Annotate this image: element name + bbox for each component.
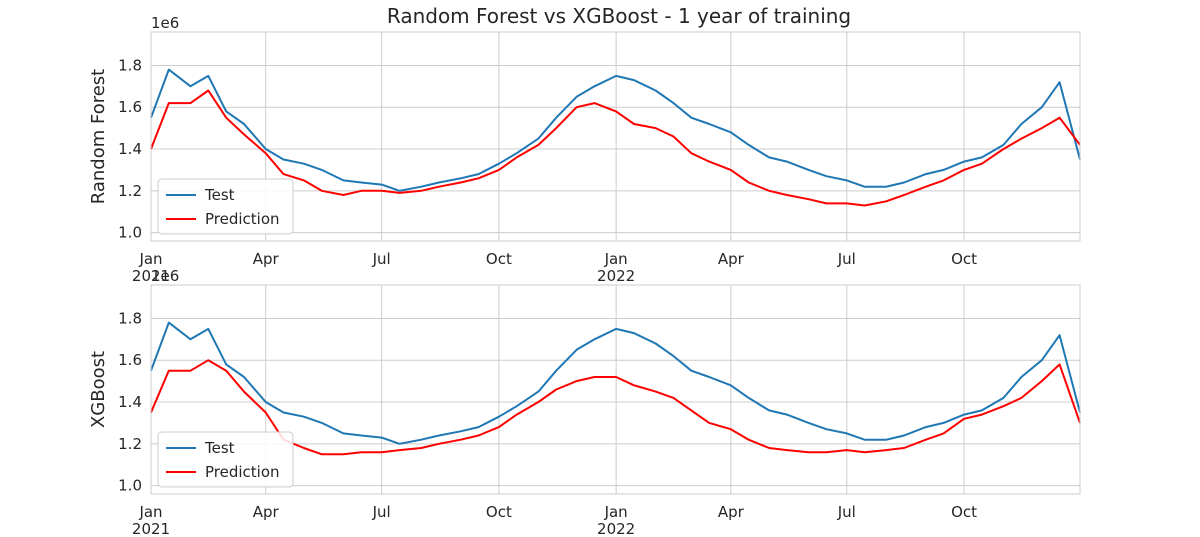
series-line-test	[150, 321, 1081, 445]
legend-label: Test	[204, 186, 235, 204]
series-line-prediction	[150, 89, 1081, 207]
x-tick-label: Jan	[604, 250, 628, 268]
x-tick-label: Jul	[372, 250, 391, 268]
y-offset-label: 1e6	[151, 14, 179, 32]
legend-label: Prediction	[205, 210, 280, 228]
legend-box	[157, 431, 294, 488]
x-tick-label: Apr	[253, 503, 280, 521]
x-tick-label: Jul	[372, 503, 391, 521]
y-tick-label: 1.6	[118, 351, 142, 369]
x-tick-label: Oct	[486, 503, 512, 521]
x-tick-year-label: 2021	[132, 267, 170, 285]
series-line-prediction	[150, 359, 1081, 456]
plot-frame	[150, 284, 1081, 495]
figure-title: Random Forest vs XGBoost - 1 year of tra…	[387, 4, 851, 28]
plot-frame	[150, 31, 1081, 242]
x-tick-label: Jan	[604, 503, 628, 521]
y-tick-label: 1.0	[118, 477, 142, 495]
y-tick-label: 1.0	[118, 224, 142, 242]
y-tick-label: 1.4	[118, 140, 142, 158]
y-tick-label: 1.2	[118, 435, 142, 453]
x-tick-label: Oct	[486, 250, 512, 268]
x-tick-label: Oct	[951, 250, 977, 268]
y-offset-label: 1e6	[151, 267, 179, 285]
legend-label: Test	[204, 439, 235, 457]
y-tick-label: 1.2	[118, 182, 142, 200]
y-tick-label: 1.6	[118, 98, 142, 116]
x-tick-label: Apr	[253, 250, 280, 268]
y-tick-label: 1.8	[118, 56, 142, 74]
y-axis-label: XGBoost	[88, 351, 109, 428]
legend-label: Prediction	[205, 463, 280, 481]
x-tick-label: Jul	[837, 503, 856, 521]
series-line-test	[150, 68, 1081, 192]
x-tick-label: Jan	[138, 503, 162, 521]
x-tick-year-label: 2021	[132, 520, 170, 537]
plot-area	[151, 285, 1080, 494]
x-tick-year-label: 2022	[597, 267, 635, 285]
x-tick-label: Apr	[718, 503, 745, 521]
plot-area	[151, 32, 1080, 241]
y-tick-label: 1.4	[118, 393, 142, 411]
x-tick-label: Jul	[837, 250, 856, 268]
legend-box	[157, 178, 294, 235]
x-tick-year-label: 2022	[597, 520, 635, 537]
y-axis-label: Random Forest	[88, 69, 109, 204]
x-tick-label: Oct	[951, 503, 977, 521]
y-tick-label: 1.8	[118, 309, 142, 327]
x-tick-label: Jan	[138, 250, 162, 268]
x-tick-label: Apr	[718, 250, 745, 268]
